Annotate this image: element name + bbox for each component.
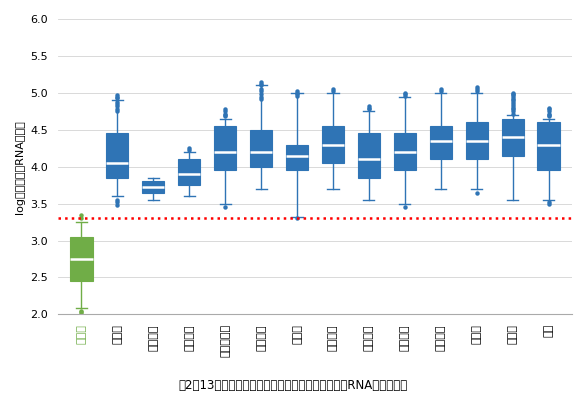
Text: 図2：13種類のがん患者と健常者の血液中マイクロRNAの測定結果: 図2：13種類のがん患者と健常者の血液中マイクロRNAの測定結果 — [179, 379, 408, 392]
PathPatch shape — [358, 133, 380, 178]
PathPatch shape — [70, 237, 93, 281]
PathPatch shape — [430, 126, 452, 159]
PathPatch shape — [142, 181, 164, 192]
PathPatch shape — [394, 133, 416, 170]
PathPatch shape — [214, 126, 237, 170]
PathPatch shape — [465, 122, 488, 159]
Y-axis label: log（マイクロRNA濃度）: log（マイクロRNA濃度） — [15, 120, 25, 213]
PathPatch shape — [322, 126, 344, 163]
PathPatch shape — [286, 145, 308, 170]
PathPatch shape — [106, 133, 129, 178]
PathPatch shape — [250, 130, 272, 167]
PathPatch shape — [538, 122, 560, 170]
PathPatch shape — [501, 119, 524, 156]
PathPatch shape — [178, 159, 200, 185]
